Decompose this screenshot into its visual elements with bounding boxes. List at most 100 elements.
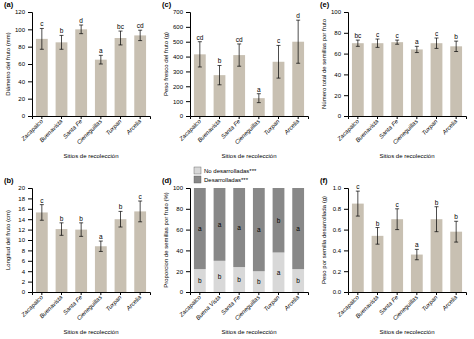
y-tick-mark: [344, 230, 348, 231]
x-tick-mark: [219, 292, 220, 295]
y-axis-line: [28, 13, 33, 117]
x-tick-mark: [456, 292, 457, 295]
bar-letter: c: [40, 20, 44, 27]
y-tick: 14: [18, 217, 32, 223]
x-axis-line: [33, 293, 151, 296]
bar-letter: c: [277, 37, 281, 44]
y-tick-label: 0.8: [333, 206, 342, 212]
x-tick: Buena Vista: [195, 292, 223, 321]
y-tick-mark: [344, 12, 348, 13]
y-tick-mark: [28, 250, 32, 251]
y-tick-label: 40: [176, 248, 183, 254]
x-tick: Tuxpan: [421, 116, 440, 136]
x-tick-label: Buenavista: [196, 118, 222, 144]
panel: 0.00.20.40.60.81.0ZacapalcoBuenavistaSan…: [320, 176, 467, 335]
x-tick-mark: [140, 292, 141, 295]
y-tick-mark: [186, 42, 190, 43]
x-tick-mark: [278, 116, 279, 119]
x-tick-mark: [298, 292, 299, 295]
y-tick: 18: [18, 196, 32, 202]
y-tick: 40: [176, 248, 190, 254]
y-tick-label: 8: [22, 248, 26, 254]
legend-item: Desarrolladas***: [194, 176, 249, 183]
panel-label: (b): [4, 176, 14, 185]
y-tick-label: 0.4: [333, 248, 342, 254]
error-bar: [277, 45, 281, 78]
bar-letter: bc: [117, 23, 125, 30]
x-tick-mark: [239, 116, 240, 119]
y-tick-mark: [344, 74, 348, 75]
panel-label: (f): [320, 176, 328, 185]
y-axis: 02468101214161820: [18, 185, 32, 295]
y-tick-label: 0: [22, 113, 26, 119]
y-tick-mark: [186, 27, 190, 28]
x-tick: Arcelia: [282, 116, 300, 136]
error-bar: [415, 46, 419, 52]
x-tick-label: Arcelia: [124, 118, 142, 136]
panel-label: (a): [4, 0, 14, 9]
y-tick-mark: [186, 116, 190, 117]
y-tick-label: 80: [18, 44, 25, 50]
x-axis-title: Sitios de recolección: [379, 153, 434, 159]
bar: [411, 49, 423, 116]
x-axis-line: [349, 293, 467, 296]
y-tick: 60: [334, 51, 348, 57]
x-tick-mark: [199, 292, 200, 295]
y-tick-label: 0.0: [333, 289, 342, 295]
data-annotations: bbbbabaaaaba: [198, 217, 300, 285]
y-tick-label: 80: [176, 206, 183, 212]
y-tick: 16: [18, 206, 32, 212]
y-tick: 0.2: [333, 269, 348, 275]
bar: [134, 211, 146, 292]
y-tick-label: 600: [173, 24, 184, 30]
y-tick: 600: [173, 24, 190, 30]
y-tick: 120: [15, 9, 32, 15]
bar: [56, 42, 68, 116]
x-tick-mark: [239, 292, 240, 295]
y-tick-label: 20: [176, 269, 183, 275]
x-tick: Cieneguillas: [234, 292, 261, 322]
x-tick: Buenavista: [38, 116, 64, 143]
bar: [411, 255, 423, 292]
y-tick: 400: [173, 54, 190, 60]
bar-segment: [253, 271, 265, 292]
bar-letter: bc: [354, 32, 362, 39]
y-tick-mark: [186, 292, 190, 293]
y-tick-mark: [28, 209, 32, 210]
x-tick-label: Cieneguillas: [76, 294, 103, 321]
y-tick-mark: [344, 209, 348, 210]
legend-swatch: [194, 176, 201, 183]
x-tick: Arcelia: [440, 292, 458, 312]
error-bar: [376, 228, 380, 245]
bar-segment: [233, 188, 245, 267]
error-bar: [454, 41, 458, 51]
y-axis: 0.00.20.40.60.81.0: [333, 185, 349, 295]
y-tick-mark: [344, 33, 348, 34]
y-tick: 100: [173, 185, 190, 191]
segment-letter: b: [296, 277, 300, 284]
y-tick-mark: [28, 64, 32, 65]
y-axis-line: [344, 13, 349, 117]
x-tick-label: Buena Vista: [195, 294, 223, 322]
x-tick-mark: [278, 292, 279, 295]
y-tick: 12: [18, 227, 32, 233]
error-bar: [119, 31, 123, 45]
y-tick-label: 120: [15, 9, 26, 15]
x-tick-label: Arcelia: [124, 294, 142, 312]
x-tick: Arcelia: [440, 116, 458, 136]
x-tick-mark: [100, 292, 101, 295]
y-tick-mark: [186, 101, 190, 102]
x-tick-label: Arcelia: [440, 118, 458, 136]
y-tick-mark: [344, 95, 348, 96]
error-bar: [99, 55, 103, 64]
y-tick-label: 18: [18, 196, 25, 202]
x-tick-mark: [61, 292, 62, 295]
x-axis: ZacapalcoBuenavistaSanta FeCieneguillasT…: [177, 116, 308, 146]
y-tick: 20: [18, 96, 32, 102]
x-axis-title: Sitios de recolección: [63, 329, 118, 335]
error-bar: [435, 207, 439, 232]
x-tick: Cieneguillas: [392, 116, 419, 146]
segment-letter: b: [277, 217, 281, 224]
bar: [95, 60, 107, 116]
y-tick: 0.8: [333, 206, 348, 212]
